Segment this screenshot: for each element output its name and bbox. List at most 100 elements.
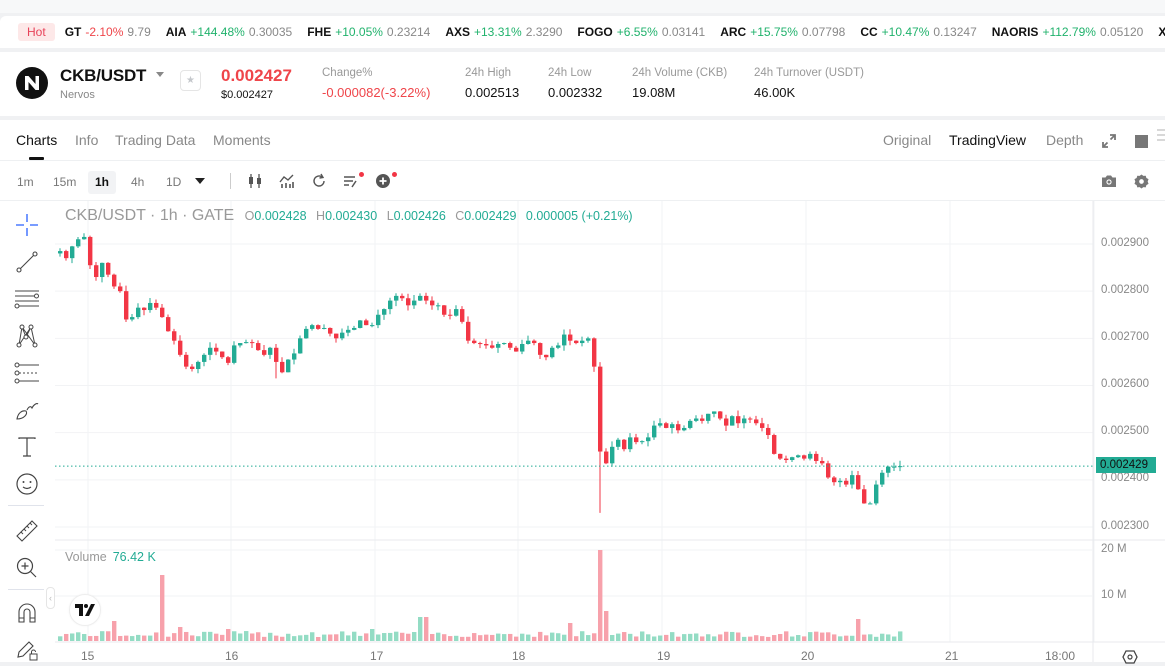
- timeframe-dropdown-icon[interactable]: [191, 172, 209, 190]
- ticker-item-naoris[interactable]: NAORIS +112.79% 0.05120: [992, 25, 1144, 39]
- refresh-icon[interactable]: [310, 172, 328, 190]
- stat-value: 0.002513: [465, 85, 520, 100]
- indicators-icon[interactable]: [278, 172, 296, 190]
- ticker-price: 9.79: [127, 25, 151, 39]
- view-original[interactable]: Original: [883, 132, 932, 148]
- x-axis-label: 20: [801, 649, 815, 663]
- volume-axis-label: 20 M: [1101, 543, 1127, 555]
- ticker-symbol: FOGO: [577, 25, 613, 39]
- tradingview-logo-icon[interactable]: [69, 594, 101, 626]
- x-axis-label: 16: [225, 649, 239, 663]
- last-price-usd: $0.002427: [221, 89, 273, 101]
- tab-charts[interactable]: Charts: [16, 132, 58, 148]
- tool-divider: [8, 589, 44, 590]
- emoji-icon[interactable]: [13, 470, 40, 497]
- panel-tabs: Charts Info Trading Data Moments Origina…: [0, 120, 1165, 161]
- auto-scale-settings-icon[interactable]: [1121, 648, 1139, 666]
- x-axis-label: 18: [512, 649, 526, 663]
- camera-icon[interactable]: [1100, 172, 1118, 190]
- layout-square-icon[interactable]: [1132, 132, 1150, 150]
- collapse-toolbar-button[interactable]: ‹: [46, 587, 55, 609]
- hot-ticker-bar: Hot GT -2.10% 9.79 AIA +144.48% 0.30035 FHE +10…: [0, 16, 1165, 48]
- ticker-symbol: FHE: [307, 25, 332, 39]
- toolbar-divider: [230, 173, 231, 189]
- brush-icon[interactable]: [13, 396, 40, 423]
- candle-type-icon[interactable]: [246, 172, 264, 190]
- menu-lines-icon[interactable]: [1156, 126, 1165, 144]
- ticker-item-axs[interactable]: AXS +13.31% 2.3290: [445, 25, 562, 39]
- templates-icon[interactable]: [342, 172, 360, 190]
- zoom-in-icon[interactable]: [13, 554, 40, 581]
- hot-label[interactable]: Hot: [18, 23, 55, 41]
- stat-change: Change% -0.000082(-3.22%): [322, 67, 430, 100]
- chevron-down-icon[interactable]: [156, 72, 164, 77]
- tradingview-chart[interactable]: CKB/USDT · 1h · GATE O0.002428 H0.002430…: [46, 201, 1165, 664]
- ticker-price: 2.3290: [525, 25, 563, 39]
- settings-gear-icon[interactable]: [1132, 172, 1150, 190]
- tab-moments[interactable]: Moments: [213, 132, 271, 148]
- favorite-star-button[interactable]: ★: [180, 70, 201, 91]
- timeframe-15m[interactable]: 15m: [53, 175, 77, 189]
- last-price-tag: 0.002429: [1096, 457, 1156, 473]
- timeframe-1d[interactable]: 1D: [166, 175, 182, 189]
- ticker-price: 0.05120: [1099, 25, 1144, 39]
- ticker-symbol: NAORIS: [991, 25, 1039, 39]
- ticker-item-xa[interactable]: XA: [1158, 25, 1165, 39]
- lock-drawings-icon[interactable]: [13, 635, 40, 662]
- tab-info[interactable]: Info: [75, 132, 99, 148]
- stat-value: 0.002332: [548, 85, 603, 100]
- volume-label: Volume: [65, 550, 107, 564]
- ticker-price: 0.23214: [386, 25, 431, 39]
- tab-trading-data[interactable]: Trading Data: [115, 132, 196, 148]
- ticker-item-fhe[interactable]: FHE +10.05% 0.23214: [307, 25, 430, 39]
- view-tradingview[interactable]: TradingView: [949, 132, 1027, 148]
- notification-dot: [359, 172, 364, 177]
- ticker-item-cc[interactable]: CC +10.47% 0.13247: [860, 25, 976, 39]
- stat-label: 24h Volume (CKB): [632, 67, 728, 79]
- timeframe-4h[interactable]: 4h: [131, 175, 145, 189]
- notification-dot: [392, 172, 397, 177]
- fullscreen-icon[interactable]: [1100, 132, 1118, 150]
- ticker-change: +10.47%: [881, 25, 930, 39]
- legend-low: 0.002426: [393, 209, 446, 223]
- pattern-tool-icon[interactable]: [13, 322, 40, 349]
- ticker-price: 0.30035: [248, 25, 293, 39]
- stat-24h-volume: 24h Volume (CKB) 19.08M: [632, 67, 727, 100]
- stat-value: -0.000082(-3.22%): [322, 85, 431, 100]
- ticker-item-aia[interactable]: AIA +144.48% 0.30035: [166, 25, 292, 39]
- ticker-change: +10.05%: [335, 25, 383, 39]
- ruler-icon[interactable]: [13, 517, 40, 544]
- stat-label: 24h Turnover (USDT): [754, 67, 864, 79]
- volume-legend: Volume 76.42 K: [65, 550, 156, 564]
- fib-retracement-icon[interactable]: [13, 359, 40, 386]
- candlestick-plot[interactable]: [55, 201, 1165, 662]
- ticker-price: 0.13247: [933, 25, 977, 39]
- stat-label: Change%: [322, 67, 373, 79]
- crosshair-icon[interactable]: [13, 211, 40, 238]
- chart-legend: CKB/USDT · 1h · GATE O0.002428 H0.002430…: [65, 207, 633, 224]
- view-depth[interactable]: Depth: [1046, 132, 1084, 148]
- ticker-change: +144.48%: [190, 25, 245, 39]
- ticker-item-arc[interactable]: ARC +15.75% 0.07798: [720, 25, 845, 39]
- timeframe-1h[interactable]: 1h: [88, 171, 117, 194]
- ticker-item-fogo[interactable]: FOGO +6.55% 0.03141: [577, 25, 705, 39]
- horizontal-lines-icon[interactable]: [13, 285, 40, 312]
- drawing-toolbar: [0, 201, 53, 662]
- volume-axis-label: 10 M: [1101, 589, 1127, 601]
- pair-selector[interactable]: CKB/USDT: [60, 66, 147, 85]
- add-indicator-icon[interactable]: [374, 172, 392, 190]
- star-icon: ★: [186, 75, 195, 86]
- y-axis-label: 0.002400: [1101, 472, 1149, 484]
- last-price: 0.002427: [221, 66, 292, 85]
- timeframe-1m[interactable]: 1m: [17, 175, 34, 189]
- chart-toolbar: 1m 15m 1h 4h 1D: [0, 161, 1165, 201]
- ticker-item-gt[interactable]: GT -2.10% 9.79: [65, 25, 151, 39]
- text-tool-icon[interactable]: [13, 433, 40, 460]
- trend-line-icon[interactable]: [13, 248, 40, 275]
- y-axis-label: 0.002300: [1101, 520, 1149, 532]
- volume-value: 76.42 K: [112, 550, 156, 564]
- legend-open: 0.002428: [254, 209, 307, 223]
- legend-change: 0.000005 (+0.21%): [525, 209, 633, 223]
- ticker-symbol: CC: [860, 25, 878, 39]
- magnet-icon[interactable]: [13, 599, 40, 626]
